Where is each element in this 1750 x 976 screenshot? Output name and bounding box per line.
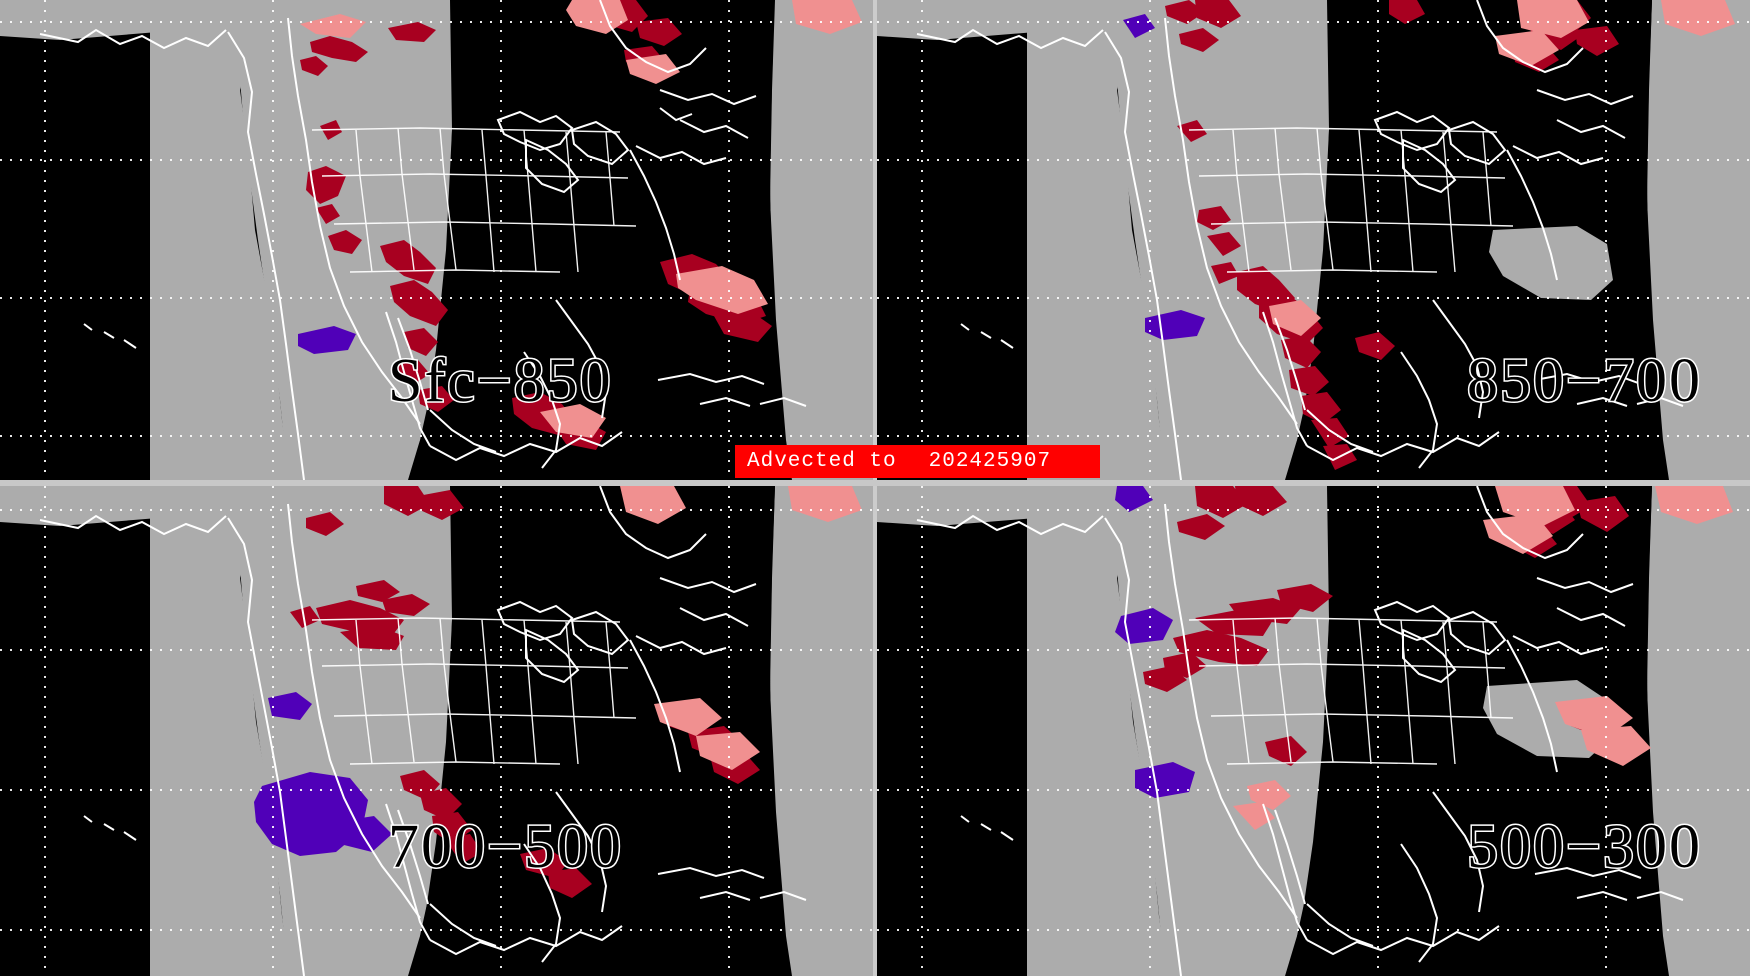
panel-700-500[interactable]: 700−500 [0, 486, 873, 976]
panel-label-sfc-850: Sfc−850 [387, 347, 613, 415]
panel-850-700[interactable]: 850−700 [877, 0, 1750, 480]
panel-label-500-300: 500−300 [1466, 813, 1702, 881]
panel-divider-horizontal [0, 480, 1750, 486]
map-700-500 [0, 486, 873, 976]
advected-to-banner: Advected to 202425907 [735, 445, 1100, 478]
map-850-700 [877, 0, 1750, 480]
panel-label-850-700: 850−700 [1466, 347, 1702, 415]
panel-divider-vertical [873, 0, 877, 976]
panel-sfc-850[interactable]: Sfc−850 [0, 0, 873, 480]
map-sfc-850 [0, 0, 873, 480]
advected-to-value: 202425907 [928, 450, 1052, 473]
advected-to-label: Advected to [747, 450, 897, 473]
panel-500-300[interactable]: 500−300 [877, 486, 1750, 976]
panel-label-700-500: 700−500 [387, 813, 623, 881]
map-500-300 [877, 486, 1750, 976]
